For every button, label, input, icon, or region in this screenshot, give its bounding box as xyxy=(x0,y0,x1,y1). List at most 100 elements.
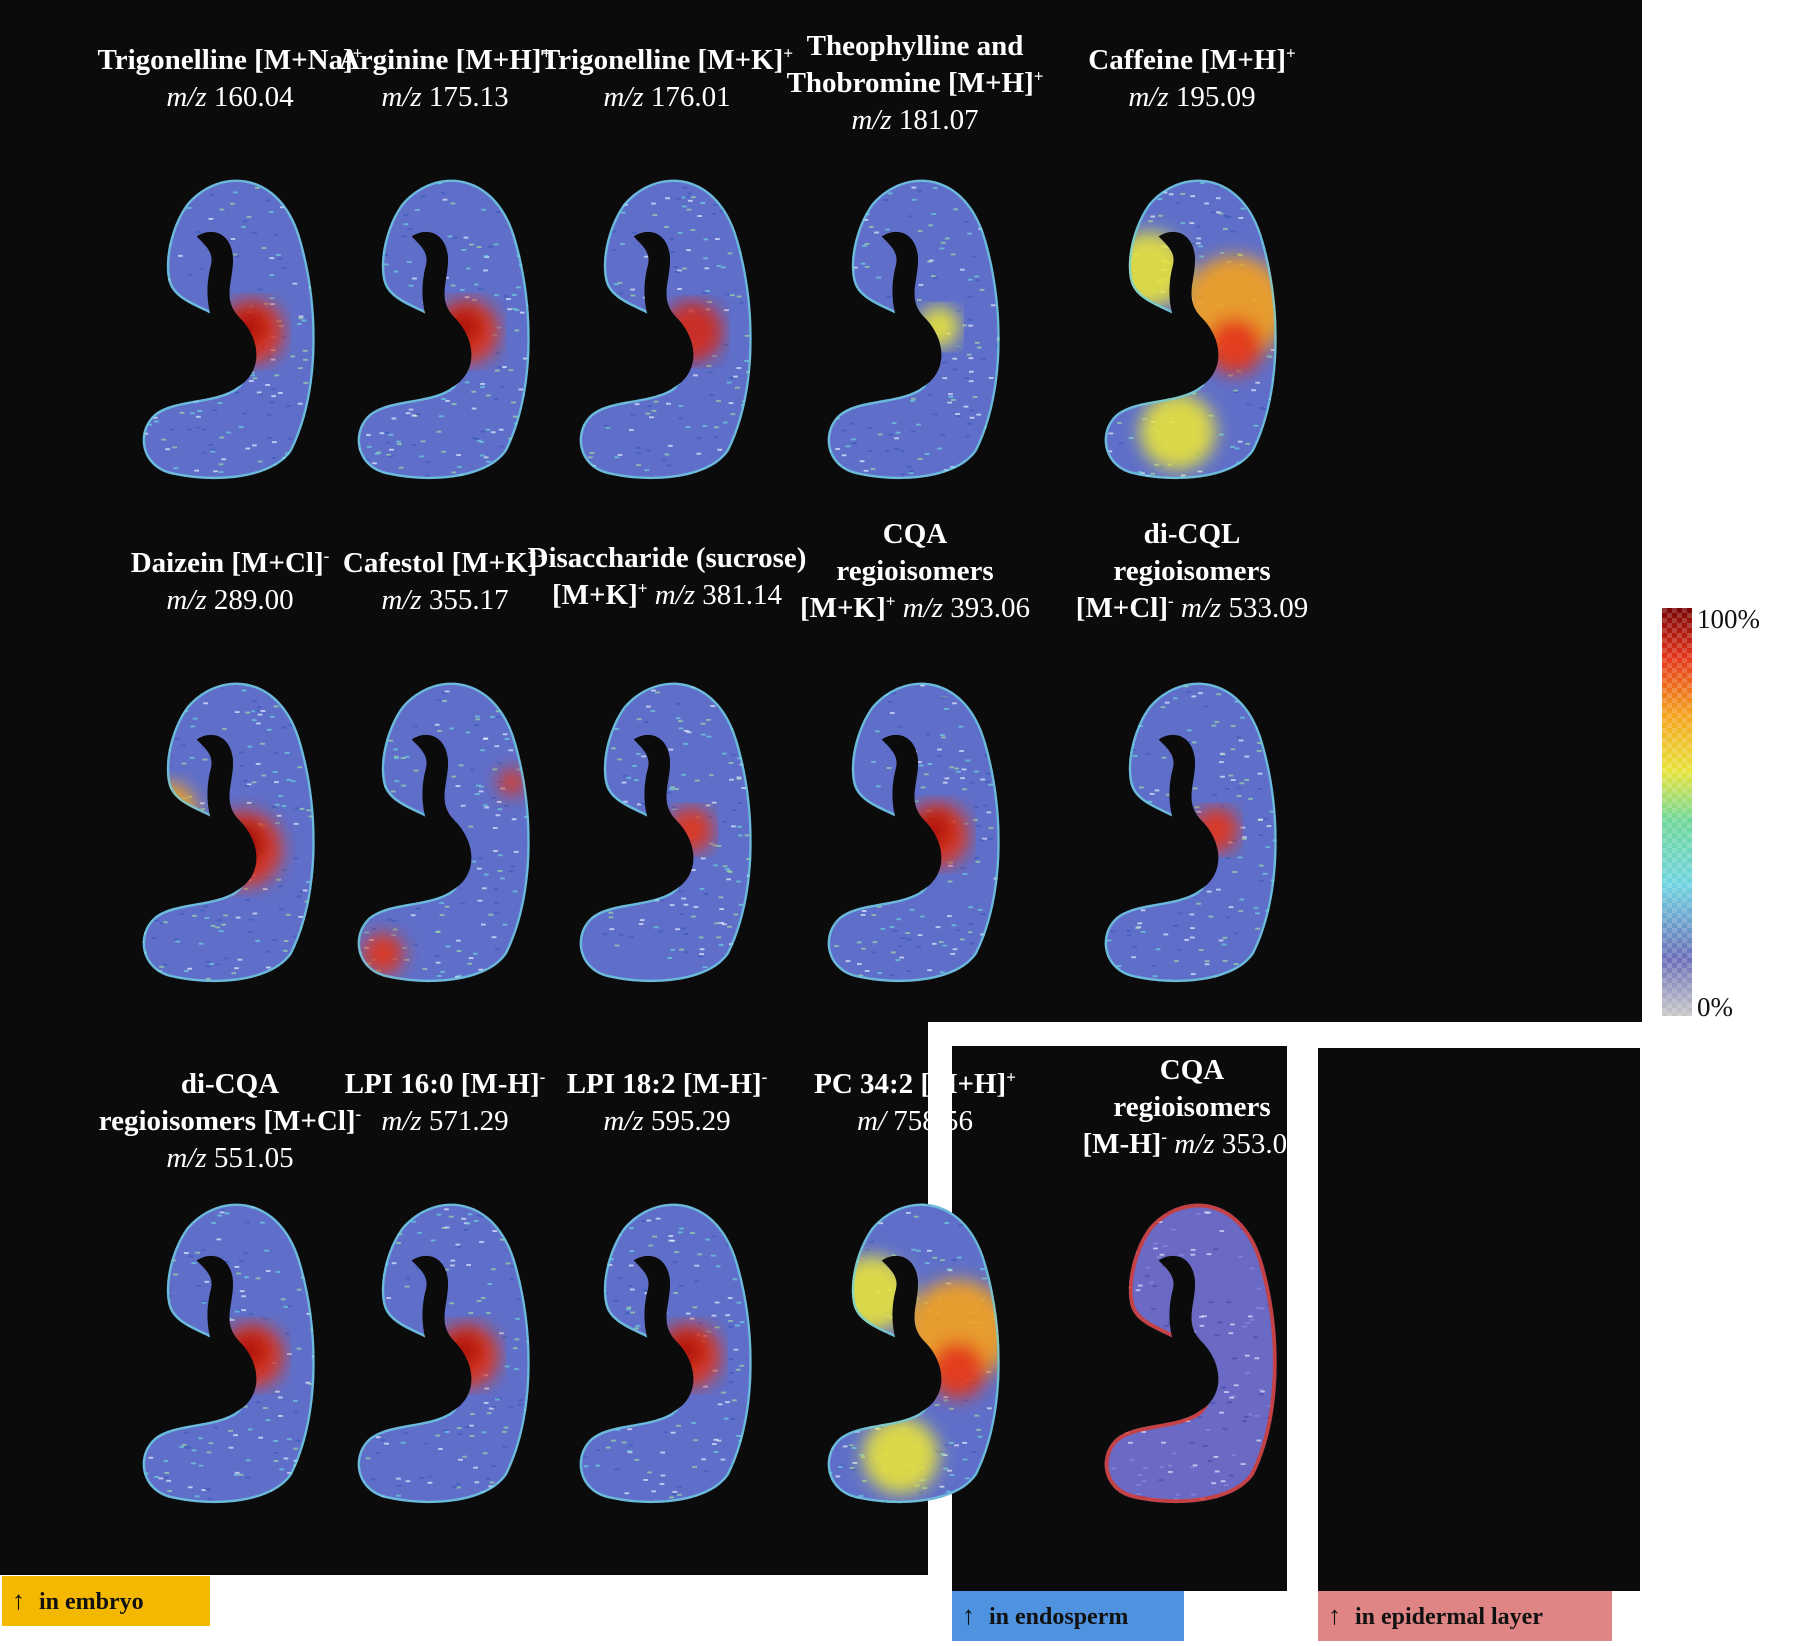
mz-label: m/z xyxy=(1167,1128,1215,1160)
coffee-bean-ion-image xyxy=(1104,1203,1277,1504)
mz-label: m/z xyxy=(603,81,644,113)
ion-label: [M+Cl] xyxy=(1075,592,1168,624)
coffee-bean-ion-image xyxy=(579,179,752,480)
tile-title: di-CQL regioisomers [M+Cl]- m/z 533.09 xyxy=(1042,516,1342,627)
charge-sign: - xyxy=(323,546,330,566)
ion-label: LPI 18:2 [M-H] xyxy=(566,1068,762,1100)
mz-value: 353.08 xyxy=(1214,1128,1302,1160)
tile-title-line: [M+K]+ m/z 381.14 xyxy=(517,577,817,614)
tile-title-line: [M+K]+ m/z 393.06 xyxy=(765,590,1065,627)
ion-image-tile: Caffeine [M+H]+ m/z 195.09 xyxy=(1042,42,1342,542)
up-arrow-icon: ↑ xyxy=(12,1586,25,1615)
ion-image-tile: Trigonelline [M+Na]+ m/z 160.04 xyxy=(80,42,380,542)
charge-sign: - xyxy=(355,1104,362,1124)
charge-sign: + xyxy=(783,43,793,63)
tile-title-line: Trigonelline [M+K]+ xyxy=(517,42,817,79)
ion-label: CQA xyxy=(882,518,948,550)
tile-title-line: Cafestol [M+K]+ xyxy=(295,545,595,582)
mz-label: m/z xyxy=(647,579,695,611)
ion-label: di-CQL xyxy=(1143,518,1241,550)
coffee-bean-ion-image xyxy=(579,682,752,983)
coffee-bean-ion-image xyxy=(1104,179,1277,480)
tile-title: Arginine [M+H]+ m/z 175.13 xyxy=(295,42,595,116)
tile-title-line: m/z 571.29 xyxy=(295,1103,595,1140)
ion-image-tile: di-CQL regioisomers [M+Cl]- m/z 533.09 xyxy=(1042,516,1342,1016)
tile-title: CQA regioisomers [M+K]+ m/z 393.06 xyxy=(765,516,1065,627)
tile-title-line: regioisomers xyxy=(1042,553,1342,590)
mz-label: m/z xyxy=(381,1105,422,1137)
ion-label: Disaccharide (sucrose) xyxy=(527,542,807,574)
tile-title-line: Daizein [M+Cl]- xyxy=(80,545,380,582)
tile-title-line: regioisomers xyxy=(1042,1089,1342,1126)
charge-sign: - xyxy=(1168,591,1174,611)
tile-title: CQA regioisomers [M-H]- m/z 353.08 xyxy=(1042,1052,1342,1163)
ion-image-tile: Arginine [M+H]+ m/z 175.13 xyxy=(295,42,595,542)
mz-value: 571.29 xyxy=(421,1105,509,1137)
mz-value: 393.06 xyxy=(943,592,1030,624)
tile-title: LPI 18:2 [M-H]- m/z 595.29 xyxy=(517,1066,817,1140)
mz-label: m/ xyxy=(857,1105,886,1137)
mz-label: m/z xyxy=(1128,81,1169,113)
ion-label: regioisomers [M+Cl] xyxy=(98,1105,356,1137)
tile-title: Daizein [M+Cl]- m/z 289.00 xyxy=(80,545,380,619)
ion-image-tile: PC 34:2 [M+H]+ m/ 758.56 xyxy=(765,1066,1065,1566)
mz-value: 289.00 xyxy=(206,584,294,616)
mz-value: 551.05 xyxy=(206,1142,294,1174)
mz-value: 195.09 xyxy=(1168,81,1256,113)
charge-sign: + xyxy=(1033,66,1044,86)
ion-label: Daizein [M+Cl] xyxy=(130,547,324,579)
ion-label: regioisomers xyxy=(1113,1091,1271,1123)
ion-image-tile: Daizein [M+Cl]- m/z 289.00 xyxy=(80,545,380,1045)
tile-title: di-CQA regioisomers [M+Cl]- m/z 551.05 xyxy=(80,1066,380,1177)
tile-title: Theophylline and Thobromine [M+H]+ m/z 181… xyxy=(765,28,1065,139)
intensity-color-scale xyxy=(1662,608,1692,1016)
coffee-bean-ion-image xyxy=(357,179,530,480)
tile-title-line: m/z 355.17 xyxy=(295,582,595,619)
charge-sign: + xyxy=(1006,1067,1016,1087)
mz-value: 175.13 xyxy=(421,81,509,113)
coffee-bean-ion-image xyxy=(357,1203,530,1504)
tile-title-line: CQA xyxy=(765,516,1065,553)
mz-label: m/z xyxy=(166,584,207,616)
scale-max-label: 100% xyxy=(1697,604,1760,634)
tile-title-line: Disaccharide (sucrose) xyxy=(517,540,817,577)
tile-title: Disaccharide (sucrose) [M+K]+ m/z 381.14 xyxy=(517,540,817,614)
up-arrow-icon: ↑ xyxy=(1328,1601,1341,1630)
tag-endosperm-label: in endosperm xyxy=(989,1604,1129,1630)
coffee-bean-ion-image xyxy=(357,682,530,983)
up-arrow-icon: ↑ xyxy=(962,1601,975,1630)
coffee-bean-ion-image xyxy=(142,1203,315,1504)
ion-label: regioisomers xyxy=(836,555,994,587)
tile-title-line: m/z 195.09 xyxy=(1042,79,1342,116)
tile-title-line: di-CQA xyxy=(80,1066,380,1103)
mz-value: 160.04 xyxy=(206,81,294,113)
mz-label: m/z xyxy=(166,81,207,113)
mz-label: m/z xyxy=(851,104,892,136)
charge-sign: + xyxy=(352,43,363,63)
ion-label: Arginine [M+H] xyxy=(338,44,542,76)
coffee-bean-ion-image xyxy=(827,682,1000,983)
tile-title: Cafestol [M+K]+ m/z 355.17 xyxy=(295,545,595,619)
ion-label: Cafestol [M+K] xyxy=(342,547,538,579)
ion-label: PC 34:2 [M+H] xyxy=(814,1068,1007,1100)
charge-sign: + xyxy=(885,591,896,611)
tile-title-line: m/z 175.13 xyxy=(295,79,595,116)
coffee-bean-ion-image xyxy=(142,179,315,480)
tile-title-line: regioisomers [M+Cl]- xyxy=(80,1103,380,1140)
coffee-bean-ion-image xyxy=(142,682,315,983)
mz-value: 381.14 xyxy=(695,579,782,611)
charge-sign: + xyxy=(637,578,648,598)
mz-label: m/z xyxy=(603,1105,644,1137)
tile-title-line: m/z 595.29 xyxy=(517,1103,817,1140)
coffee-bean-ion-image xyxy=(1104,682,1277,983)
mz-value: 595.29 xyxy=(643,1105,731,1137)
tile-title-line: m/z 176.01 xyxy=(517,79,817,116)
tile-title-line: [M-H]- m/z 353.08 xyxy=(1042,1126,1342,1163)
tile-title-line: Thobromine [M+H]+ xyxy=(765,65,1065,102)
ion-label: Trigonelline [M+K] xyxy=(541,44,784,76)
mz-label: m/z xyxy=(381,81,422,113)
ion-label: Theophylline and xyxy=(806,30,1024,62)
epidermal-panel xyxy=(1318,1048,1640,1591)
tile-title-line: LPI 16:0 [M-H]- xyxy=(295,1066,595,1103)
ion-label: regioisomers xyxy=(1113,555,1271,587)
